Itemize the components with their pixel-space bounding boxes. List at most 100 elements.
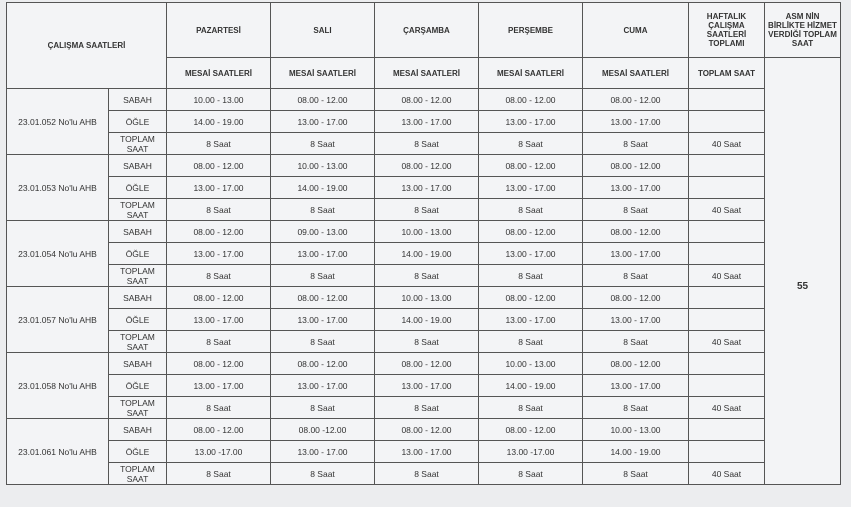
time-cell: 08.00 - 12.00 — [374, 154, 479, 177]
row: MESAİ SAATLERİ MESAİ SAATLERİ MESAİ SAATLE… — [7, 57, 841, 89]
time-cell: 13.00 - 17.00 — [478, 308, 583, 331]
time-cell: 8 Saat — [270, 264, 375, 287]
row-label: ÖĞLE — [108, 110, 167, 133]
row: TOPLAM SAAT 8 Saat 8 Saat 8 Saat 8 Saat 8 Saa… — [7, 264, 841, 287]
empty-cell — [688, 352, 765, 375]
weekly-total: 40 Saat — [688, 264, 765, 287]
time-cell: 08.00 - 12.00 — [270, 286, 375, 309]
time-cell: 8 Saat — [374, 330, 479, 353]
time-cell: 14.00 - 19.00 — [374, 308, 479, 331]
empty-cell — [688, 440, 765, 463]
asm-blank — [764, 57, 841, 89]
asm-value: 55 — [764, 88, 841, 485]
weekly-total-header: HAFTALIK ÇALIŞMA SAATLERİ TOPLAMI — [688, 2, 765, 58]
time-cell: 13.00 - 17.00 — [582, 176, 689, 199]
time-cell: 14.00 - 19.00 — [478, 374, 583, 397]
row: ÇALIŞMA SAATLERİ PAZARTESİ SALI ÇARŞAMBA PER… — [6, 2, 841, 89]
time-cell: 13.00 - 17.00 — [166, 308, 271, 331]
row: TOPLAM SAAT 8 Saat 8 Saat 8 Saat 8 Saat 8 Saa… — [7, 462, 841, 485]
row: 23.01.061 No'lu AHB SABAH 08.00 - 12.00 08.… — [6, 418, 841, 485]
empty-cell — [688, 154, 765, 177]
shift-label: MESAİ SAATLERİ — [270, 57, 375, 89]
time-cell: 8 Saat — [374, 462, 479, 485]
time-cell: 08.00 -12.00 — [270, 418, 375, 441]
row-label: TOPLAM SAAT — [108, 396, 167, 419]
time-cell: 14.00 - 19.00 — [374, 242, 479, 265]
time-cell: 14.00 - 19.00 — [582, 440, 689, 463]
time-cell: 8 Saat — [166, 396, 271, 419]
day-header: SALI — [270, 2, 375, 58]
page: ÇALIŞMA SAATLERİ PAZARTESİ SALI ÇARŞAMBA PER… — [0, 2, 851, 485]
row: ÖĞLE 13.00 - 17.00 13.00 - 17.00 14.00 - 19… — [7, 308, 841, 331]
time-cell: 08.00 - 12.00 — [374, 88, 479, 111]
row-label: SABAH — [108, 418, 167, 441]
time-cell: 8 Saat — [478, 396, 583, 419]
time-cell: 14.00 - 19.00 — [270, 176, 375, 199]
time-cell: 08.00 - 12.00 — [582, 352, 689, 375]
row: ÖĞLE 13.00 -17.00 13.00 - 17.00 13.00 - 17.… — [7, 440, 841, 463]
row: ÖĞLE 13.00 - 17.00 13.00 - 17.00 13.00 - 17… — [7, 374, 841, 397]
row-label: TOPLAM SAAT — [108, 132, 167, 155]
time-cell: 13.00 - 17.00 — [478, 242, 583, 265]
shift-label: MESAİ SAATLERİ — [374, 57, 479, 89]
time-cell: 8 Saat — [478, 330, 583, 353]
day-header: PERŞEMBE — [478, 2, 583, 58]
row: TOPLAM SAAT 8 Saat 8 Saat 8 Saat 8 Saat 8 Saa… — [7, 198, 841, 221]
row-label: ÖĞLE — [108, 440, 167, 463]
time-cell: 8 Saat — [582, 198, 689, 221]
day-header: PAZARTESİ — [166, 2, 271, 58]
time-cell: 13.00 - 17.00 — [270, 110, 375, 133]
time-cell: 13.00 -17.00 — [478, 440, 583, 463]
time-cell: 10.00 - 13.00 — [582, 418, 689, 441]
time-cell: 08.00 - 12.00 — [166, 352, 271, 375]
time-cell: 13.00 - 17.00 — [374, 176, 479, 199]
time-cell: 08.00 - 12.00 — [166, 220, 271, 243]
row-label: ÖĞLE — [108, 242, 167, 265]
row-label: TOPLAM SAAT — [108, 330, 167, 353]
time-cell: 13.00 - 17.00 — [582, 374, 689, 397]
row-label: SABAH — [108, 88, 167, 111]
row: 23.01.052 No'lu AHB SABAH 10.00 - 13.00 08.… — [6, 88, 841, 485]
time-cell: 8 Saat — [582, 330, 689, 353]
unit-name: 23.01.058 No'lu AHB — [6, 352, 109, 419]
time-cell: 13.00 - 17.00 — [270, 440, 375, 463]
time-cell: 08.00 - 12.00 — [478, 88, 583, 111]
shift-label: MESAİ SAATLERİ — [478, 57, 583, 89]
row: ÖĞLE 13.00 - 17.00 13.00 - 17.00 14.00 - 19… — [7, 242, 841, 265]
time-cell: 08.00 - 12.00 — [270, 352, 375, 375]
empty-cell — [688, 286, 765, 309]
row: TOPLAM SAAT 8 Saat 8 Saat 8 Saat 8 Saat 8 Saa… — [7, 330, 841, 353]
time-cell: 08.00 - 12.00 — [478, 286, 583, 309]
asm-total-header: ASM NİN BİRLİKTE HİZMET VERDİĞİ TOPLAM S… — [764, 2, 841, 58]
row-label: SABAH — [108, 220, 167, 243]
time-cell: 08.00 - 12.00 — [582, 154, 689, 177]
time-cell: 10.00 - 13.00 — [478, 352, 583, 375]
row-label: TOPLAM SAAT — [108, 264, 167, 287]
time-cell: 13.00 - 17.00 — [166, 242, 271, 265]
time-cell: 8 Saat — [166, 132, 271, 155]
time-cell: 8 Saat — [166, 330, 271, 353]
unit-name: 23.01.054 No'lu AHB — [6, 220, 109, 287]
empty-cell — [688, 418, 765, 441]
weekly-total: 40 Saat — [688, 462, 765, 485]
time-cell: 08.00 - 12.00 — [478, 154, 583, 177]
time-cell: 8 Saat — [582, 396, 689, 419]
time-cell: 8 Saat — [582, 132, 689, 155]
empty-cell — [688, 88, 765, 111]
time-cell: 13.00 - 17.00 — [374, 110, 479, 133]
time-cell: 8 Saat — [374, 132, 479, 155]
time-cell: 8 Saat — [270, 132, 375, 155]
time-cell: 08.00 - 12.00 — [374, 418, 479, 441]
row: TOPLAM SAAT 8 Saat 8 Saat 8 Saat 8 Saat 8 Saa… — [7, 396, 841, 419]
empty-cell — [688, 374, 765, 397]
weekly-total: 40 Saat — [688, 132, 765, 155]
time-cell: 13.00 - 17.00 — [270, 242, 375, 265]
time-cell: 13.00 - 17.00 — [582, 242, 689, 265]
row-label: ÖĞLE — [108, 176, 167, 199]
time-cell: 13.00 - 17.00 — [166, 374, 271, 397]
weekly-total: 40 Saat — [688, 396, 765, 419]
time-cell: 8 Saat — [270, 462, 375, 485]
weekly-total: 40 Saat — [688, 198, 765, 221]
time-cell: 08.00 - 12.00 — [270, 88, 375, 111]
row: 23.01.057 No'lu AHB SABAH 08.00 - 12.00 08.… — [6, 286, 841, 353]
